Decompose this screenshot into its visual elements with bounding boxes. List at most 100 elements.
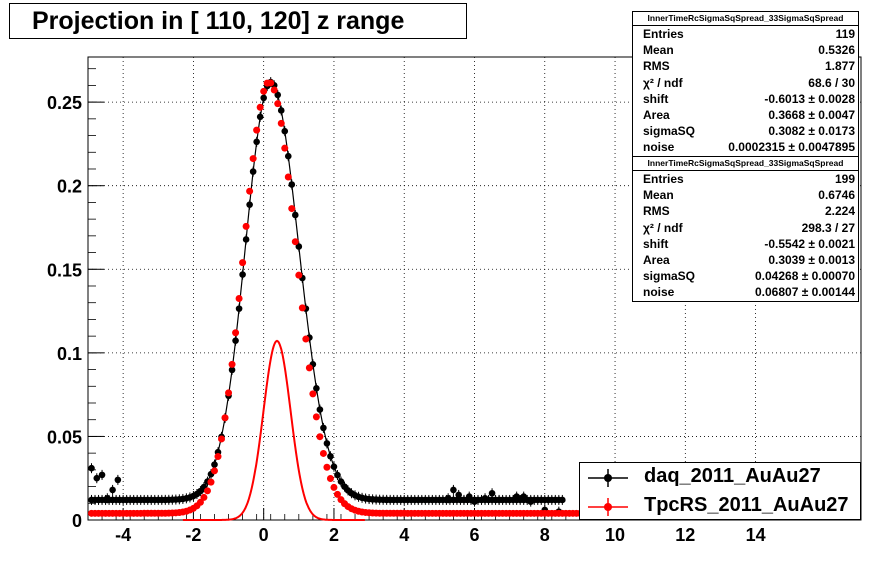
- fit-curve-tpcrs: [182, 339, 365, 521]
- data-point-tpcrs: [312, 413, 320, 421]
- stats-value: 0.3668 ± 0.0047: [768, 107, 855, 122]
- data-point-tpcrs: [200, 493, 208, 501]
- data-point-daq: [460, 496, 468, 504]
- stats-value: 0.3039 ± 0.0013: [768, 252, 855, 267]
- data-point-daq: [253, 138, 260, 146]
- data-point-daq: [520, 493, 527, 500]
- data-point-tpcrs: [281, 144, 289, 152]
- data-point-tpcrs: [288, 205, 296, 213]
- stats-row: noise 0.06807 ± 0.00144: [633, 284, 858, 300]
- data-point-tpcrs: [277, 119, 285, 127]
- stats-label: shift: [643, 91, 669, 106]
- data-point-daq: [249, 168, 257, 175]
- data-point-tpcrs: [298, 304, 306, 312]
- stats-value: 199: [834, 172, 855, 186]
- data-point-daq: [104, 494, 111, 502]
- data-point-tpcrs: [302, 335, 310, 343]
- data-point-daq: [284, 152, 292, 160]
- data-point-tpcrs: [330, 483, 338, 491]
- data-point-tpcrs: [319, 449, 327, 457]
- x-tick-label: 6: [469, 525, 479, 545]
- stats-label: χ² / ndf: [643, 75, 683, 90]
- stats-label: Area: [643, 107, 670, 122]
- stats-label: RMS: [643, 59, 670, 74]
- stats-value: 0.04268 ± 0.00070: [754, 269, 855, 284]
- stats-value: 68.6 / 30: [808, 75, 855, 90]
- x-tick-label: -2: [185, 525, 201, 545]
- data-point-tpcrs: [323, 463, 331, 471]
- data-point-tpcrs: [333, 490, 341, 498]
- data-point-tpcrs: [214, 453, 222, 461]
- stats-label: sigmaSQ: [643, 269, 696, 284]
- data-point-daq: [242, 236, 250, 243]
- stats-row: Entries 119: [633, 26, 858, 42]
- stats-box-tpcrs: InnerTimeRcSigmaSqSpread_33SigmaSqSpread…: [632, 156, 859, 302]
- data-point-tpcrs: [260, 87, 268, 95]
- data-point-daq: [330, 463, 338, 470]
- data-point-daq: [481, 494, 489, 502]
- stats-value: 0.5326: [818, 43, 855, 58]
- data-point-tpcrs: [305, 364, 313, 372]
- data-point-daq: [471, 498, 478, 505]
- x-tick-label: 4: [399, 525, 409, 545]
- stats-box-daq: InnerTimeRcSigmaSqSpread_33SigmaSqSpread…: [632, 11, 859, 157]
- stats-label: Mean: [643, 43, 674, 58]
- data-point-daq: [320, 424, 327, 432]
- data-point-daq: [109, 486, 116, 494]
- stats-label: Entries: [643, 27, 684, 41]
- data-point-tpcrs: [210, 467, 218, 475]
- y-tick-label: 0.15: [47, 260, 82, 280]
- stats-row: shift -0.6013 ± 0.0028: [633, 91, 858, 107]
- series-line-daq: [91, 81, 563, 501]
- legend: daq_2011_AuAu27 TpcRS_2011_AuAu27: [579, 462, 861, 520]
- stats-value: -0.5542 ± 0.0021: [764, 236, 855, 251]
- y-tick-label: 0.05: [47, 427, 82, 447]
- stats-row: Entries 199: [633, 171, 858, 187]
- data-point-daq: [228, 366, 236, 374]
- stats-row: noise 0.0002315 ± 0.0047895: [633, 139, 858, 155]
- data-point-daq: [444, 494, 452, 502]
- x-tick-label: 14: [746, 525, 766, 545]
- data-point-tpcrs: [225, 389, 233, 397]
- data-point-daq: [527, 498, 535, 505]
- y-tick-label: 0.2: [57, 177, 82, 197]
- stats-value: 0.0002315 ± 0.0047895: [728, 140, 855, 155]
- stats-label: noise: [643, 285, 675, 300]
- stats-row: Area 0.3668 ± 0.0047: [633, 107, 858, 123]
- data-point-tpcrs: [207, 478, 215, 486]
- stats-value: -0.6013 ± 0.0028: [764, 91, 855, 106]
- data-point-daq: [513, 493, 520, 500]
- data-point-daq: [88, 464, 95, 472]
- stats-value: 0.3082 ± 0.0173: [768, 124, 855, 139]
- data-point-daq: [98, 471, 106, 479]
- data-point-tpcrs: [309, 390, 317, 398]
- data-point-daq: [281, 127, 289, 135]
- stats-row: sigmaSQ 0.04268 ± 0.00070: [633, 268, 858, 284]
- data-point-tpcrs: [326, 475, 334, 483]
- stats-label: sigmaSQ: [643, 124, 696, 139]
- stats-label: noise: [643, 140, 675, 155]
- data-point-daq: [260, 94, 267, 102]
- data-point-tpcrs: [242, 222, 250, 230]
- stats-row: Mean 0.6746: [633, 187, 858, 203]
- legend-marker-daq: [588, 469, 628, 487]
- data-point-tpcrs: [270, 86, 278, 94]
- data-point-daq: [93, 474, 101, 482]
- stats-value: 2.224: [824, 204, 855, 219]
- stats-row: RMS 2.224: [633, 203, 858, 219]
- data-point-daq: [211, 461, 218, 468]
- data-point-tpcrs: [232, 329, 240, 337]
- data-point-daq: [450, 486, 457, 494]
- data-point-tpcrs: [221, 414, 229, 422]
- stats-row: χ² / ndf 68.6 / 30: [633, 75, 858, 91]
- data-point-daq: [256, 113, 264, 121]
- data-point-tpcrs: [218, 435, 226, 443]
- data-point-daq: [274, 91, 282, 99]
- stats-row: Area 0.3039 ± 0.0013: [633, 252, 858, 268]
- stats-label: Mean: [643, 188, 674, 203]
- stats-row: Mean 0.5326: [633, 42, 858, 58]
- data-point-tpcrs: [291, 238, 299, 246]
- stats-row: shift -0.5542 ± 0.0021: [633, 236, 858, 252]
- data-point-tpcrs: [284, 173, 292, 181]
- data-point-daq: [495, 496, 503, 504]
